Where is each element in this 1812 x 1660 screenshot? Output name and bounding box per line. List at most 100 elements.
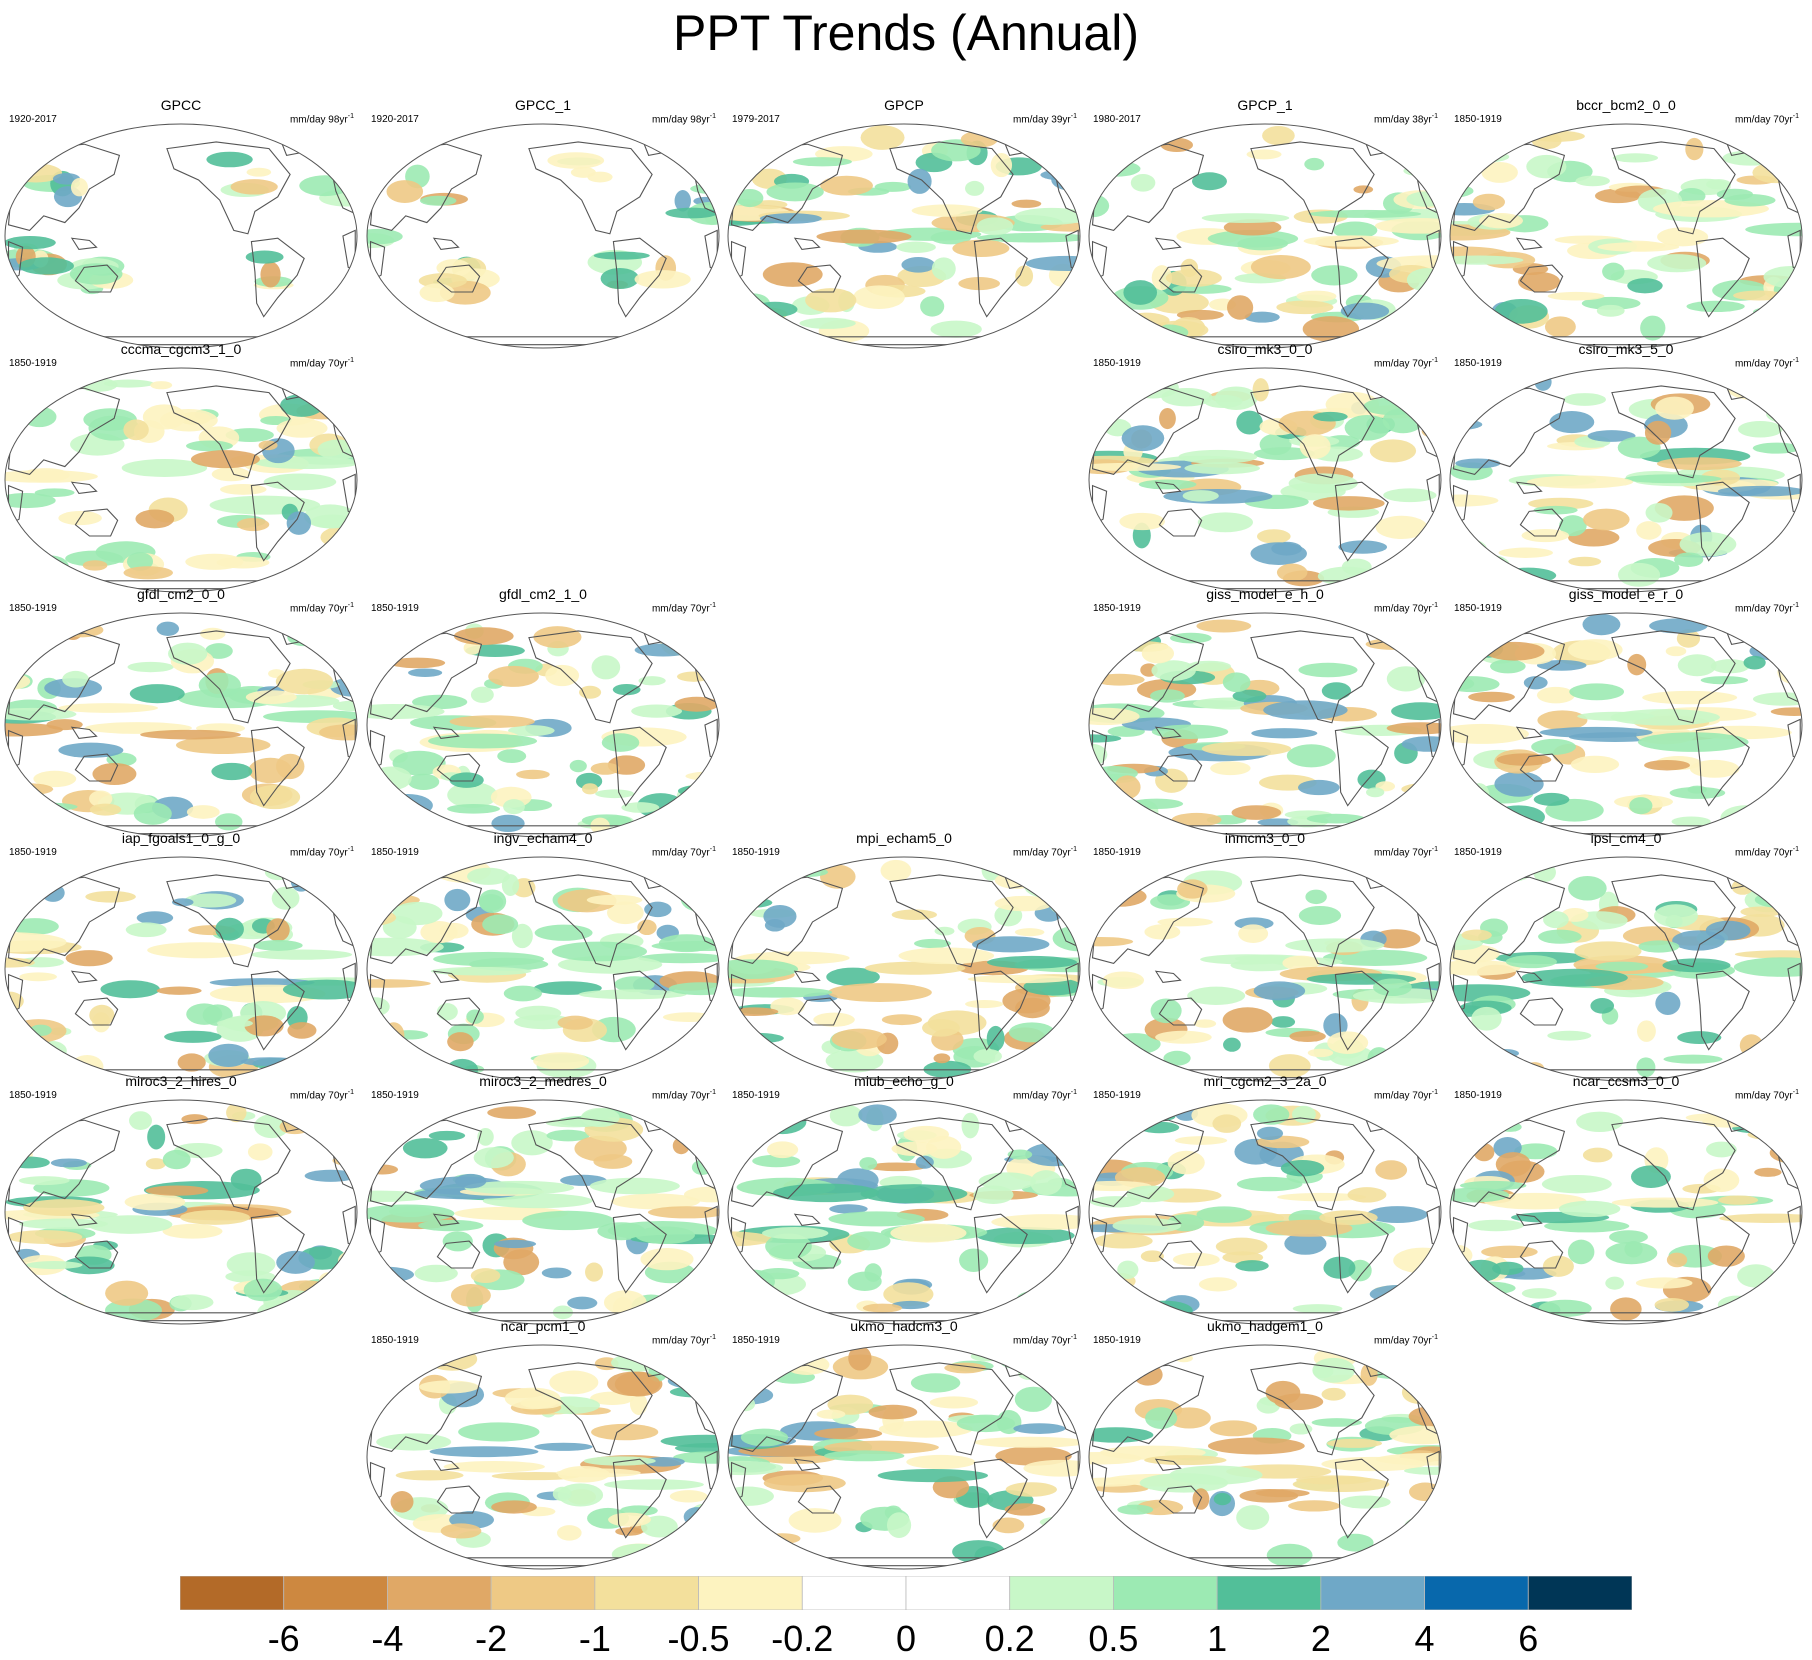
panel-units-exponent: -1: [1431, 113, 1438, 120]
trend-field: [5, 613, 357, 837]
trend-blob: [135, 509, 175, 529]
trend-blob: [1122, 312, 1170, 329]
trend-blob: [1253, 1104, 1290, 1125]
coastline: [74, 1240, 119, 1269]
map-panel: ukmo_hadcm3_0 1850-1919 mm/day 70yr-1: [723, 1318, 1085, 1570]
trend-blob: [522, 1210, 615, 1231]
coastline: [1250, 141, 1375, 235]
trend-blob: [1277, 1192, 1367, 1202]
colorbar-tick-label: 6: [1518, 1618, 1539, 1659]
trend-blob: [168, 642, 208, 665]
trend-blob: [1409, 785, 1441, 799]
trend-blob: [903, 1125, 950, 1143]
trend-blob: [911, 204, 983, 217]
trend-blob: [1119, 512, 1166, 531]
trend-blob: [276, 1250, 315, 1274]
trend-blob: [534, 1442, 593, 1451]
trend-blob: [216, 1019, 253, 1028]
trend-blob: [611, 1543, 666, 1566]
trend-blob: [236, 518, 270, 532]
trend-blob: [367, 1520, 389, 1530]
trend-blob: [449, 715, 535, 728]
panel-units-exponent: -1: [709, 1089, 716, 1096]
panel-units: mm/day 38yr-1: [1374, 113, 1438, 125]
trend-blob: [65, 950, 113, 967]
trend-blob: [92, 762, 137, 786]
panel-units-exponent: -1: [347, 602, 354, 609]
coastline: [1334, 970, 1389, 1051]
trend-blob: [1340, 1495, 1391, 1509]
trend-blob: [164, 1030, 222, 1043]
trend-blob: [1609, 1230, 1648, 1244]
panel-title: ncar_pcm1_0: [500, 1318, 586, 1334]
panel-title: giss_model_e_h_0: [1206, 586, 1324, 602]
trend-blob: [557, 1015, 593, 1030]
trend-blob: [63, 1256, 115, 1275]
trend-blob: [1494, 298, 1548, 324]
trend-blob: [127, 661, 174, 673]
trend-blob: [859, 1157, 878, 1171]
trend-blob: [958, 277, 1000, 291]
trend-blob: [788, 1508, 842, 1533]
trend-blob: [591, 1423, 659, 1441]
trend-blob: [1505, 955, 1557, 969]
trend-blob: [890, 1223, 967, 1243]
trend-blob: [336, 652, 357, 674]
trend-blob: [1547, 291, 1605, 301]
trend-blob: [1408, 1482, 1441, 1502]
trend-blob: [827, 1394, 874, 1415]
trend-blob: [864, 1263, 882, 1282]
trend-blob: [1089, 1531, 1127, 1545]
trend-blob: [290, 870, 312, 892]
panel-units-exponent: -1: [1431, 1334, 1438, 1341]
map-border: [1449, 1099, 1803, 1325]
panel-units-text: mm/day 70yr: [1734, 847, 1793, 859]
coastline: [70, 1213, 98, 1227]
trend-blob: [1666, 1252, 1688, 1268]
map-border: [1088, 367, 1442, 593]
trend-blob: [1700, 469, 1741, 486]
trend-blob: [1332, 221, 1378, 240]
panel-title: inmcm3_0_0: [1224, 830, 1306, 846]
trend-blob: [390, 1491, 414, 1513]
trend-blob: [1538, 1299, 1592, 1317]
trend-blob: [263, 473, 337, 491]
trend-blob: [1266, 1543, 1313, 1567]
coastline: [889, 874, 1014, 968]
coastline: [889, 1362, 1014, 1456]
trend-blob: [458, 1422, 540, 1442]
coastline: [1250, 630, 1375, 724]
trend-blob: [1133, 1363, 1163, 1386]
coastline: [797, 997, 842, 1026]
map-border: [1449, 612, 1803, 838]
trend-blob: [1306, 813, 1366, 824]
trend-blob: [1490, 659, 1526, 674]
trend-blob: [1533, 505, 1578, 515]
trend-blob: [915, 1155, 934, 1169]
panel-period: 1979-2017: [732, 114, 780, 125]
trend-blob: [1222, 1007, 1273, 1033]
trend-field: [1450, 857, 1802, 1081]
trend-blob: [1455, 811, 1511, 822]
trend-blob: [287, 1022, 317, 1039]
trend-blob: [634, 643, 693, 657]
trend-blob: [1298, 662, 1358, 678]
panel-title: ukmo_hadcm3_0: [850, 1318, 958, 1334]
trend-blob: [503, 985, 542, 1002]
trend-blob: [162, 1149, 191, 1170]
coastline: [436, 1485, 481, 1514]
trend-blob: [1536, 686, 1575, 704]
trend-blob: [454, 1173, 487, 1189]
trend-blob: [162, 1223, 223, 1239]
trend-blob: [1144, 1455, 1227, 1466]
trend-blob: [205, 643, 233, 659]
panel-title: cccma_cgcm3_1_0: [120, 341, 242, 357]
trend-blob: [762, 1226, 829, 1240]
trend-blob: [567, 1296, 598, 1310]
trend-blob: [1450, 255, 1524, 265]
coastline: [1158, 1485, 1203, 1514]
trend-blob: [1172, 1252, 1220, 1267]
trend-blob: [275, 668, 333, 695]
trend-field: [367, 613, 719, 837]
